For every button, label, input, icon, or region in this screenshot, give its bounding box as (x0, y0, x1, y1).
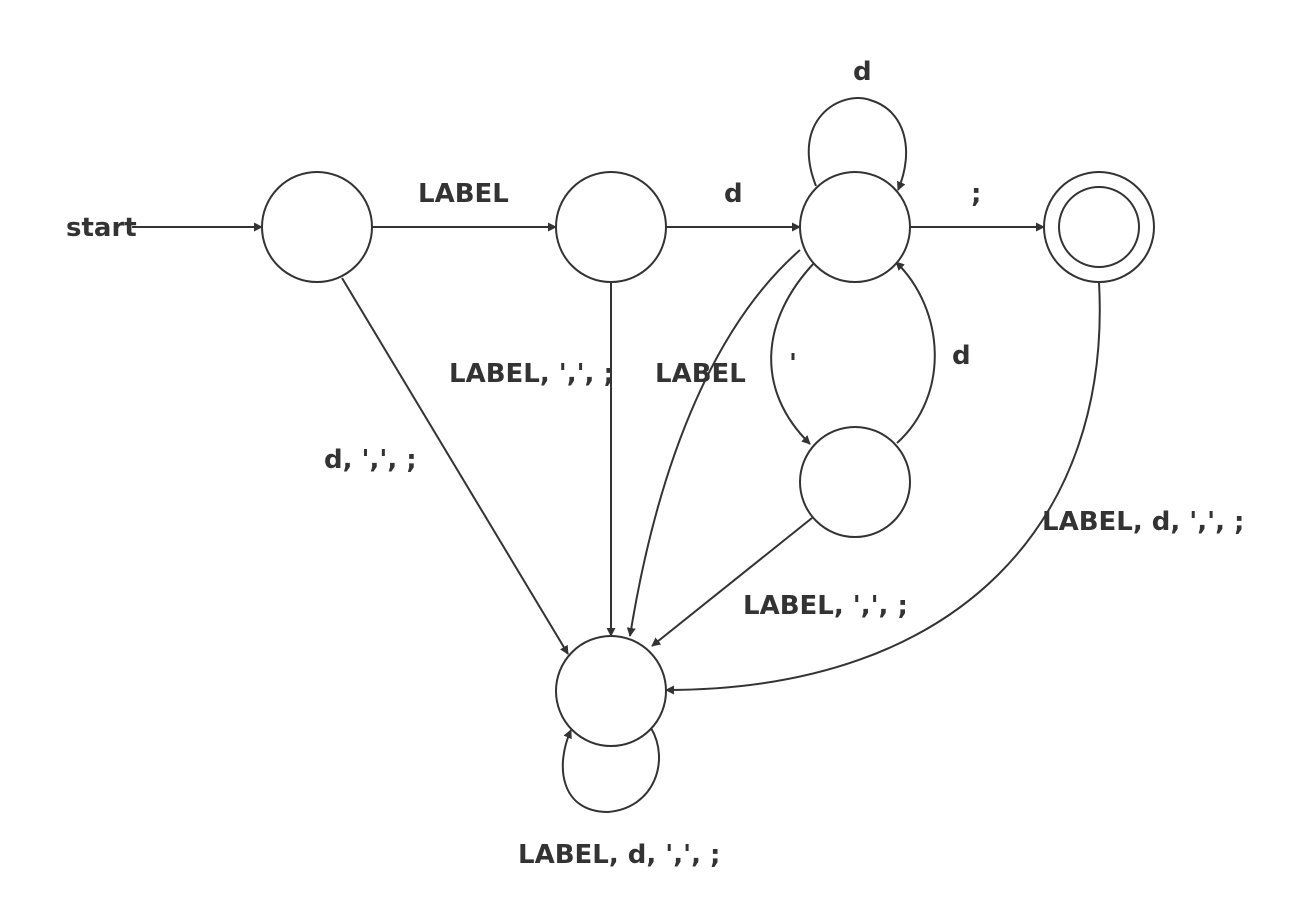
edge-q4-q2 (895, 261, 936, 444)
edge-label-q2-trap: LABEL (655, 359, 746, 389)
edge-q3-trap (665, 281, 1101, 695)
state-q3-accepting-inner (1058, 186, 1140, 268)
edge-q4-trap (651, 517, 813, 647)
edge-label-q2-q4: ' (789, 349, 797, 379)
edge-label-q3-trap: LABEL, d, ',', ; (1042, 507, 1244, 537)
edge-label-q1-trap: LABEL, ',', ; (449, 359, 614, 389)
edge-label-q4-trap: LABEL, ',', ; (743, 591, 908, 621)
edge-label-q4-q2: d (952, 341, 971, 371)
edge-q2-trap (626, 249, 801, 637)
edge-label-q2-q2-loop: d (853, 57, 872, 87)
state-q1 (555, 171, 667, 283)
edge-label-q0-q1: LABEL (418, 179, 509, 209)
state-q0 (261, 171, 373, 283)
edge-q2-q2-loop (807, 97, 908, 191)
edge-q0-trap (341, 277, 569, 655)
edge-label-q2-q3: ; (971, 179, 981, 209)
edge-label-q1-q2: d (724, 179, 743, 209)
state-q2 (799, 171, 911, 283)
state-q4 (799, 426, 911, 538)
edge-label-q0-trap: d, ',', ; (324, 445, 417, 475)
edge-label-trap-loop: LABEL, d, ',', ; (518, 840, 720, 870)
edge-q2-q4 (770, 261, 816, 445)
state-trap (555, 635, 667, 747)
start-label: start (66, 213, 137, 243)
edge-trap-trap-loop (561, 727, 660, 814)
